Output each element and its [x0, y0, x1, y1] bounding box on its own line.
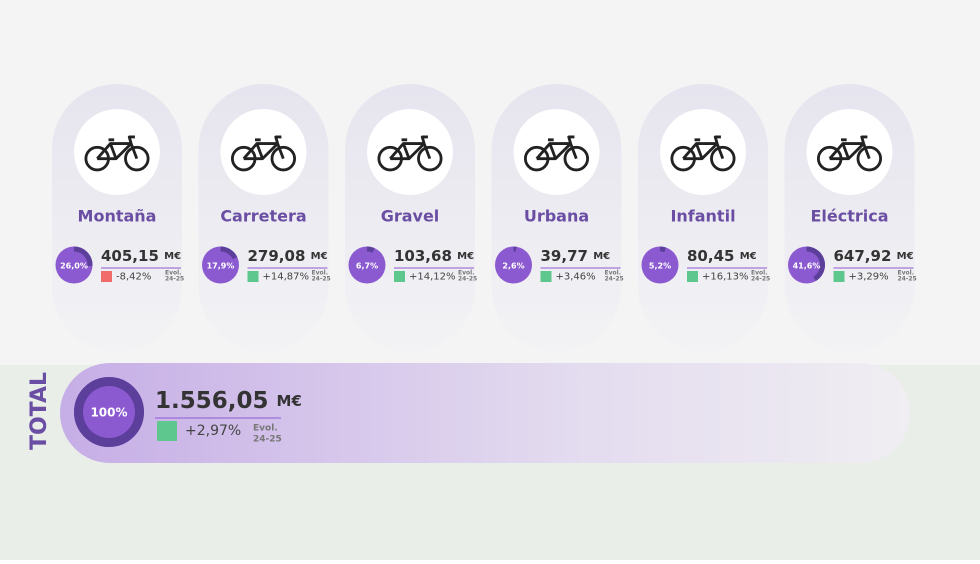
amount-unit: M€: [897, 251, 914, 262]
share-label: 5,2%: [649, 262, 671, 271]
amount-value: 103,68: [394, 247, 452, 265]
evol-indicator: [394, 271, 405, 282]
amount-value: 39,77: [541, 247, 588, 265]
evol-value: +16,13%: [702, 272, 749, 283]
category-name: Montaña: [78, 207, 157, 226]
amount-unit: M€: [457, 251, 474, 262]
evol-indicator: [541, 271, 552, 282]
category-name: Carretera: [220, 207, 306, 226]
share-label: 17,9%: [207, 262, 235, 271]
evol-indicator: [157, 421, 177, 441]
evol-indicator: [248, 271, 259, 282]
evol-value: -8,42%: [116, 272, 151, 283]
amount-unit: M€: [277, 392, 302, 410]
evol-caption: 24-25: [898, 276, 917, 283]
evol-caption: 24-25: [605, 276, 624, 283]
amount-unit: M€: [311, 251, 328, 262]
evol-value: +2,97%: [185, 423, 241, 439]
ring-arc: [367, 249, 374, 250]
amount-value: 1.556,05: [155, 388, 269, 414]
evol-caption: 24-25: [165, 276, 184, 283]
total-title: TOTAL: [27, 372, 52, 450]
category-name: Gravel: [381, 207, 440, 226]
evol-indicator: [687, 271, 698, 282]
share-label: 100%: [90, 406, 127, 420]
amount-value: 647,92: [834, 247, 892, 265]
category-name: Infantil: [670, 207, 735, 226]
category-name: Urbana: [524, 207, 589, 226]
evol-caption: 24-25: [751, 276, 770, 283]
share-label: 26,0%: [60, 262, 88, 271]
evol-value: +3,29%: [849, 272, 889, 283]
amount-value: 279,08: [248, 247, 306, 265]
amount-unit: M€: [593, 251, 610, 262]
amount-unit: M€: [164, 251, 181, 262]
evol-caption: 24-25: [253, 435, 282, 445]
amount-value: 80,45: [687, 247, 734, 265]
evol-caption: 24-25: [458, 276, 477, 283]
category-name: Eléctrica: [810, 207, 888, 226]
evol-indicator: [101, 271, 112, 282]
evol-caption: 24-25: [312, 276, 331, 283]
evol-value: +14,12%: [409, 272, 456, 283]
evol-value: +3,46%: [556, 272, 596, 283]
evol-value: +14,87%: [263, 272, 310, 283]
amount-value: 405,15: [101, 247, 159, 265]
share-label: 6,7%: [356, 262, 378, 271]
ring-arc: [660, 249, 665, 250]
share-label: 2,6%: [502, 262, 524, 271]
amount-unit: M€: [740, 251, 757, 262]
evol-caption: Evol.: [253, 424, 278, 434]
evol-indicator: [834, 271, 845, 282]
share-label: 41,6%: [793, 262, 821, 271]
